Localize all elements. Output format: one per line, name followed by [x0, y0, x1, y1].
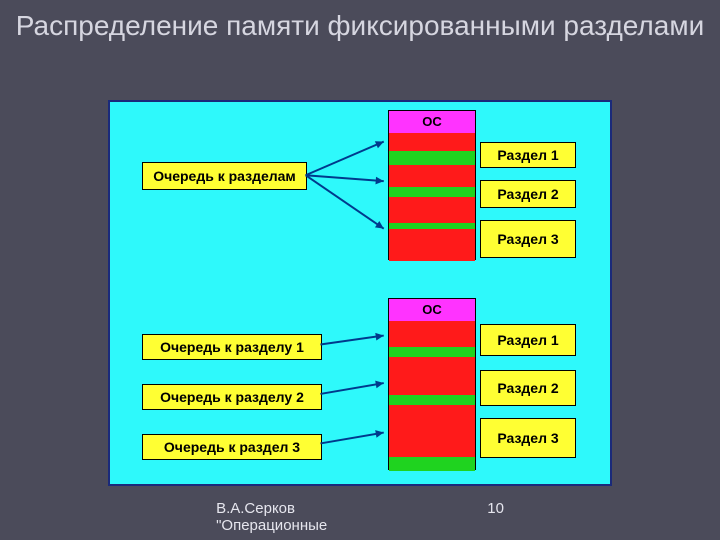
page-number: 10 — [487, 500, 504, 534]
partition-label: Раздел 3 — [480, 220, 576, 258]
slide: Распределение памяти фиксированными разд… — [0, 0, 720, 540]
memory-segment — [389, 133, 475, 151]
upper-queue-box: Очередь к разделам — [142, 162, 307, 190]
footer: В.А.Серков "Операционные 10 — [0, 500, 720, 534]
upper-queue-label: Очередь к разделам — [153, 168, 296, 184]
partition-label: Раздел 1 — [480, 142, 576, 168]
lower-queue-box: Очередь к раздел 3 — [142, 434, 322, 460]
memory-segment — [389, 197, 475, 223]
memory-segment — [389, 187, 475, 197]
lower-memory-column — [388, 298, 476, 470]
lower-queue-box: Очередь к разделу 1 — [142, 334, 322, 360]
partition-label: Раздел 1 — [480, 324, 576, 356]
footer-author: В.А.Серков "Операционные — [216, 500, 327, 534]
memory-segment — [389, 361, 475, 395]
upper-os-label: ОС — [388, 110, 476, 132]
diagram-area: Очередь к разделам ОС Раздел 1 Раздел 2 Ра… — [108, 100, 612, 486]
memory-segment — [389, 229, 475, 261]
memory-segment — [389, 413, 475, 457]
partition-label: Раздел 2 — [480, 180, 576, 208]
memory-segment — [389, 347, 475, 357]
partition-label: Раздел 2 — [480, 370, 576, 406]
lower-queue-box: Очередь к разделу 2 — [142, 384, 322, 410]
memory-segment — [389, 395, 475, 405]
memory-segment — [389, 151, 475, 165]
memory-segment — [389, 165, 475, 187]
memory-segment — [389, 457, 475, 471]
partition-label: Раздел 3 — [480, 418, 576, 458]
upper-memory-column — [388, 110, 476, 260]
memory-segment — [389, 405, 475, 413]
lower-os-label: ОС — [388, 298, 476, 320]
memory-segment — [389, 321, 475, 347]
slide-title: Распределение памяти фиксированными разд… — [0, 0, 720, 42]
